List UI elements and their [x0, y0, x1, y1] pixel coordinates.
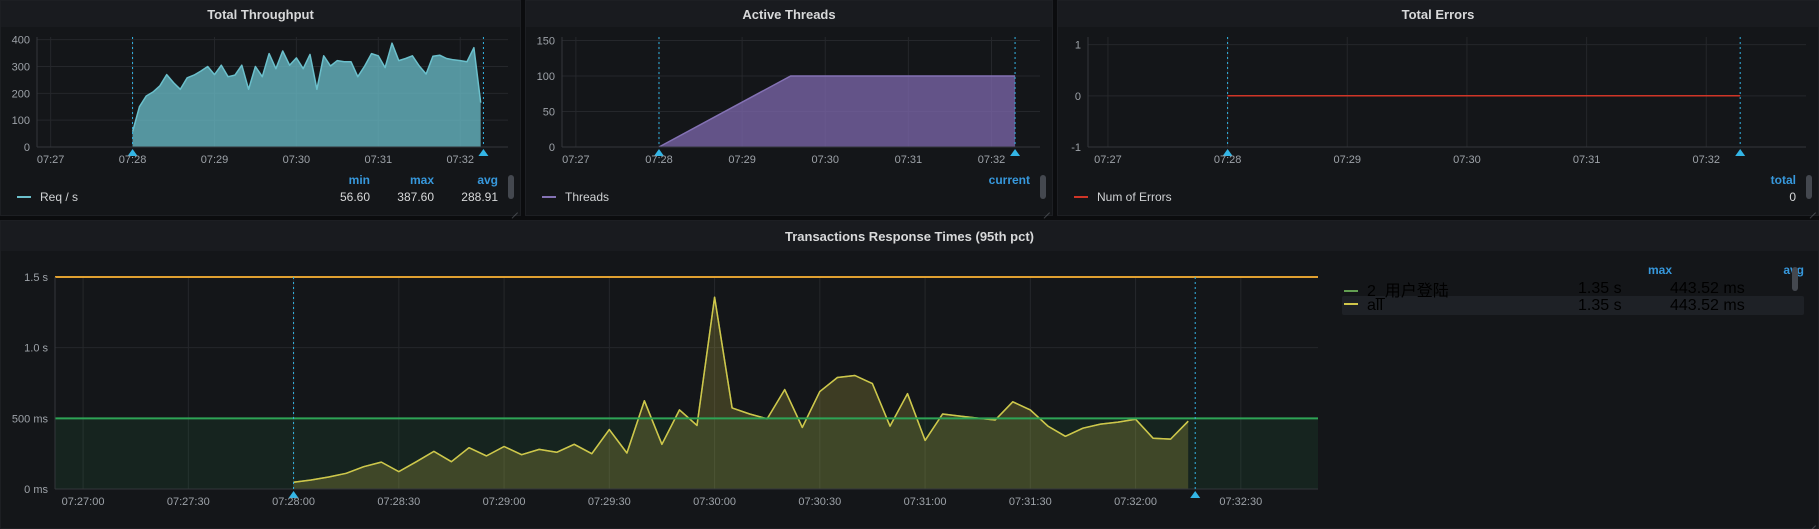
svg-text:07:32: 07:32	[1693, 154, 1721, 166]
legend-header: total	[1074, 173, 1796, 187]
legend-series-name[interactable]: all	[1344, 297, 1578, 315]
legend-series-name[interactable]: Req / s	[17, 190, 306, 204]
panel-resize-handle[interactable]	[510, 205, 518, 213]
svg-text:07:31:00: 07:31:00	[904, 496, 947, 508]
legend-series-name[interactable]: Threads	[542, 190, 966, 204]
series-color-dash-icon	[542, 195, 556, 198]
svg-text:07:31: 07:31	[1573, 154, 1601, 166]
svg-text:500 ms: 500 ms	[12, 413, 49, 425]
legend-header: min max avg	[17, 173, 498, 187]
svg-text:07:29: 07:29	[728, 154, 756, 166]
legend-col-current[interactable]: current	[988, 173, 1030, 187]
panel-resize-handle[interactable]	[1808, 205, 1816, 213]
legend-scrollbar[interactable]	[1040, 175, 1046, 199]
legend-series-name[interactable]: Num of Errors	[1074, 190, 1732, 204]
panel-resize-handle[interactable]	[1808, 518, 1816, 526]
svg-text:150: 150	[537, 36, 555, 48]
panel-title-total-throughput[interactable]: Total Throughput	[1, 1, 520, 27]
svg-text:07:28: 07:28	[119, 154, 147, 166]
panel-active-threads: Active Threads 0 50 100 150 07:27 07:28 07:29 0…	[525, 0, 1053, 216]
svg-text:07:29:00: 07:29:00	[483, 496, 526, 508]
svg-text:07:29: 07:29	[1334, 154, 1362, 166]
svg-text:07:28:30: 07:28:30	[377, 496, 420, 508]
svg-text:07:30: 07:30	[811, 154, 839, 166]
svg-text:100: 100	[12, 115, 30, 127]
legend-row: Num of Errors 0	[1074, 190, 1796, 204]
svg-text:07:30: 07:30	[283, 154, 311, 166]
legend-row: Req / s 56.60 387.60 288.91	[17, 190, 498, 204]
svg-text:0 ms: 0 ms	[24, 484, 48, 496]
panel-resize-handle[interactable]	[1042, 205, 1050, 213]
svg-text:07:31: 07:31	[365, 154, 393, 166]
errors-legend: total Num of Errors 0	[1058, 171, 1818, 215]
svg-text:07:30:30: 07:30:30	[798, 496, 841, 508]
svg-text:07:27:00: 07:27:00	[62, 496, 105, 508]
legend-col-min[interactable]: min	[348, 173, 370, 187]
panel-total-errors: Total Errors -1 0 1 07:27 07:28 07:29 07:30 07:…	[1057, 0, 1819, 216]
svg-text:07:28: 07:28	[645, 154, 673, 166]
threads-chart: 0 50 100 150 07:27 07:28 07:29 07:30 07:31 07:32	[537, 36, 1040, 166]
svg-text:07:29: 07:29	[201, 154, 229, 166]
legend-series-name[interactable]: 2_用户登陆	[1344, 277, 1578, 301]
svg-text:07:32: 07:32	[446, 154, 474, 166]
legend-col-max[interactable]: max	[1647, 263, 1672, 277]
svg-text:07:31: 07:31	[895, 154, 923, 166]
legend-col-max[interactable]: max	[409, 173, 434, 187]
svg-text:1.5 s: 1.5 s	[24, 272, 48, 284]
legend-scrollbar[interactable]	[1806, 175, 1812, 199]
bottom-panel-row: Transactions Response Times (95th pct) 0…	[0, 220, 1819, 529]
legend-row: Threads	[542, 190, 1030, 204]
svg-text:1.0 s: 1.0 s	[24, 343, 48, 355]
panel-title-active-threads[interactable]: Active Threads	[526, 1, 1052, 27]
panel-title-response-times[interactable]: Transactions Response Times (95th pct)	[1, 221, 1818, 251]
svg-text:0: 0	[1075, 91, 1081, 103]
threads-legend: current Threads	[526, 171, 1052, 215]
legend-row: 2_用户登陆 1.35 s 443.52 ms	[1342, 277, 1804, 300]
legend-col-avg[interactable]: avg	[477, 173, 498, 187]
panel-total-throughput: Total Throughput 0 100 200 300 400 07:27 07:28…	[0, 0, 521, 216]
legend-scrollbar[interactable]	[1792, 267, 1798, 291]
response-times-chart: 0 ms 500 ms 1.0 s 1.5 s 07:27:00 07:27:30 07:2…	[12, 272, 1318, 508]
panel-title-total-errors[interactable]: Total Errors	[1058, 1, 1818, 27]
svg-text:400: 400	[12, 35, 30, 47]
svg-text:300: 300	[12, 62, 30, 74]
svg-text:07:30: 07:30	[1453, 154, 1481, 166]
errors-chart: -1 0 1 07:27 07:28 07:29 07:30 07:31 07:32	[1071, 37, 1806, 166]
svg-text:0: 0	[24, 142, 30, 154]
svg-text:07:28:00: 07:28:00	[272, 496, 315, 508]
svg-text:-1: -1	[1071, 142, 1081, 154]
legend-col-total[interactable]: total	[1770, 173, 1796, 187]
throughput-chart: 0 100 200 300 400 07:27 07:28 07:29 07:30 07:31 07…	[12, 35, 508, 166]
svg-text:07:27: 07:27	[37, 154, 65, 166]
panel-response-times: Transactions Response Times (95th pct) 0…	[0, 220, 1819, 529]
series-color-dash-icon	[17, 195, 31, 198]
svg-text:1: 1	[1075, 40, 1081, 52]
series-color-dash-icon	[1344, 303, 1358, 306]
legend-col-avg[interactable]: avg	[1672, 263, 1804, 277]
legend-header: current	[542, 173, 1030, 187]
svg-text:07:31:30: 07:31:30	[1009, 496, 1052, 508]
svg-text:0: 0	[549, 142, 555, 154]
svg-text:07:27: 07:27	[1094, 154, 1122, 166]
svg-text:07:32:00: 07:32:00	[1114, 496, 1157, 508]
svg-text:200: 200	[12, 88, 30, 100]
svg-text:07:32: 07:32	[978, 154, 1006, 166]
svg-text:50: 50	[543, 107, 555, 119]
legend-row: all 1.35 s 443.52 ms	[1342, 296, 1804, 315]
svg-text:07:32:30: 07:32:30	[1219, 496, 1262, 508]
svg-text:07:27: 07:27	[562, 154, 590, 166]
svg-text:07:30:00: 07:30:00	[693, 496, 736, 508]
svg-text:07:27:30: 07:27:30	[167, 496, 210, 508]
series-color-dash-icon	[1344, 289, 1358, 292]
throughput-legend: min max avg Req / s 56.60 387.60 288.91	[1, 171, 520, 215]
svg-text:07:29:30: 07:29:30	[588, 496, 631, 508]
top-panel-row: Total Throughput 0 100 200 300 400 07:27 07:28…	[0, 0, 1819, 216]
svg-text:07:28: 07:28	[1214, 154, 1242, 166]
series-color-dash-icon	[1074, 195, 1088, 198]
legend-scrollbar[interactable]	[508, 175, 514, 199]
svg-text:100: 100	[537, 71, 555, 83]
